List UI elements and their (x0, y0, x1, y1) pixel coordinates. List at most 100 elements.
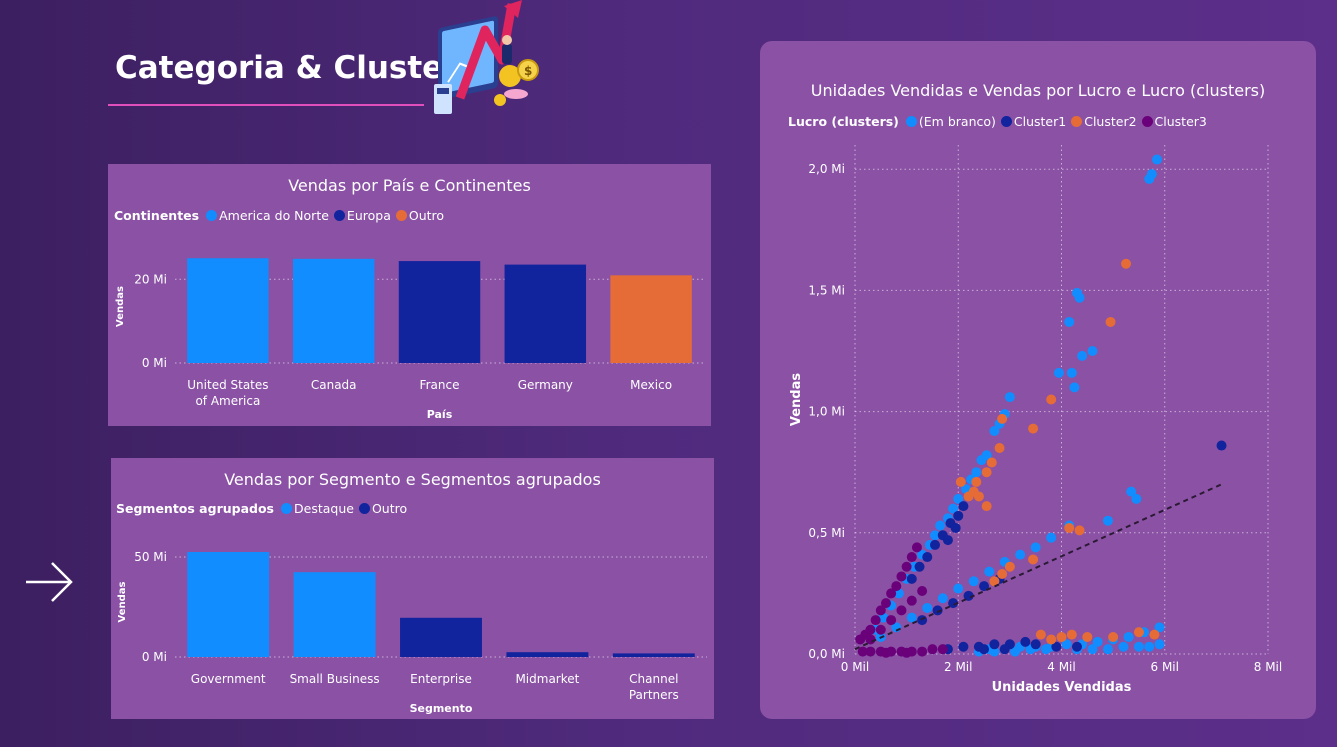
x-tick-label: Enterprise (410, 672, 472, 686)
trend-line (854, 483, 1222, 651)
scatter-point (896, 571, 907, 582)
legend-item-america[interactable]: America do Norte (206, 208, 329, 223)
scatter-point (930, 539, 941, 550)
scatter-point (1020, 636, 1031, 647)
bar (293, 572, 376, 657)
scatter-point (886, 588, 897, 599)
scatter-point (979, 644, 990, 655)
scatter-point (981, 467, 992, 478)
scatter-point (1069, 382, 1080, 393)
scatter-point (1131, 493, 1142, 504)
scatter-point (1004, 392, 1015, 403)
scatter-point (948, 503, 959, 514)
scatter-point (891, 581, 902, 592)
legend-item-outro[interactable]: Outro (395, 208, 445, 223)
legend-label: America do Norte (219, 208, 329, 223)
scatter-point (870, 615, 881, 626)
finance-growth-illustration-icon: $ (434, 0, 539, 114)
x-axis-label: País (427, 408, 453, 421)
scatter-point (1118, 641, 1129, 652)
x-tick-label: Mexico (630, 378, 672, 392)
scatter-point (865, 646, 876, 657)
x-axis-label: Unidades Vendidas (992, 680, 1132, 695)
x-tick-label: Canada (311, 378, 357, 392)
scatter-point (1152, 154, 1163, 165)
scatter-point (906, 552, 917, 563)
y-axis-label: Vendas (117, 581, 128, 622)
scatter-point (1082, 632, 1093, 643)
bar (506, 652, 589, 657)
scatter-point (1046, 394, 1057, 405)
scatter-point (880, 598, 891, 609)
arrow-right-icon[interactable] (24, 560, 76, 604)
scatter-point (1028, 554, 1039, 565)
legend-item-cluster2[interactable]: Cluster2 (1071, 114, 1137, 129)
scatter-point (906, 595, 917, 606)
scatter-point (886, 615, 897, 626)
legend-label: (Em branco) (918, 114, 996, 129)
scatter-point (875, 624, 886, 635)
scatter-point (963, 491, 974, 502)
y-tick-label: 2,0 Mi (808, 162, 845, 176)
scatter-point (997, 413, 1008, 424)
legend-item-cluster3[interactable]: Cluster3 (1141, 114, 1207, 129)
legend-item-destaque[interactable]: Destaque (281, 501, 354, 516)
scatter-point (1121, 258, 1132, 269)
scatter-point (1126, 486, 1137, 497)
scatter-point (981, 501, 992, 512)
y-tick-label: 0,5 Mi (808, 526, 845, 540)
x-tick-label: Germany (518, 378, 573, 392)
legend-dot (395, 210, 407, 221)
scatter-point (1061, 639, 1072, 650)
scatter-point (917, 585, 928, 596)
segment-sales-panel: Vendas por Segmento e Segmentos agrupado… (111, 458, 714, 719)
y-axis-label: Vendas (115, 286, 126, 327)
y-tick-label: 1,5 Mi (808, 283, 845, 297)
legend-item-europa[interactable]: Europa (333, 208, 391, 223)
legend-label: Cluster3 (1154, 114, 1207, 129)
legend-title: Segmentos agrupados (116, 501, 274, 516)
segment-bar-chart: 0 Mi 50 Mi Government Small Business Enterpr… (117, 550, 707, 715)
scatter-point (1154, 622, 1165, 633)
y-axis-label: Vendas (789, 373, 804, 427)
legend-label: Destaque (294, 501, 354, 516)
scatter-point (976, 455, 987, 466)
scatter-point (989, 639, 1000, 650)
y-tick-label: 0 Mi (142, 356, 167, 370)
scatter-point (1010, 646, 1021, 657)
legend-item-outro[interactable]: Outro (358, 501, 407, 516)
segment-chart-legend: Segmentos agrupados Destaque Outro (116, 501, 412, 516)
scatter-panel: Unidades Vendidas e Vendas por Lucro e L… (760, 41, 1316, 719)
y-tick-label: 0 Mi (142, 650, 167, 664)
x-tick-label: 8 Mil (1254, 660, 1282, 674)
scatter-point (984, 566, 995, 577)
scatter-point (1123, 632, 1134, 643)
scatter-point (855, 634, 866, 645)
bar (400, 617, 482, 657)
scatter-point (1030, 639, 1041, 650)
scatter-point (997, 569, 1008, 580)
legend-item-em-branco[interactable]: (Em branco) (905, 114, 996, 129)
y-tick-label: 20 Mi (134, 272, 167, 286)
scatter-point (922, 552, 933, 563)
scatter-point (1087, 346, 1098, 357)
scatter-point (927, 644, 938, 655)
x-tick-label: Small Business (290, 672, 380, 686)
scatter-point (953, 510, 964, 521)
scatter-point (1102, 515, 1113, 526)
legend-label: Outro (408, 208, 445, 223)
x-tick-label: Midmarket (515, 672, 579, 686)
scatter-point (1154, 639, 1165, 650)
legend-item-cluster1[interactable]: Cluster1 (1000, 114, 1066, 129)
scatter-point (955, 476, 966, 487)
scatter-point (1046, 532, 1057, 543)
scatter-point (1102, 644, 1113, 655)
scatter-point (937, 593, 948, 604)
bar (504, 264, 587, 363)
scatter-point (930, 530, 941, 541)
bar (187, 552, 270, 657)
scatter-point (986, 457, 997, 468)
bar (612, 653, 695, 657)
scatter-point (901, 561, 912, 572)
bar (187, 258, 269, 363)
